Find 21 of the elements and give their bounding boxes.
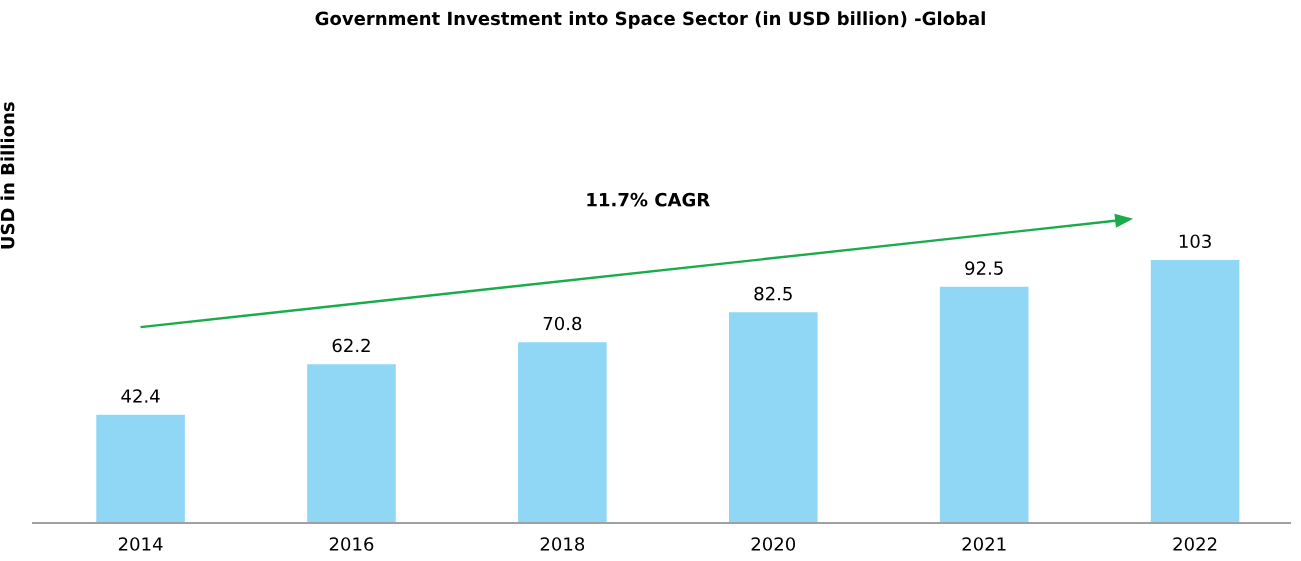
chart-title: Government Investment into Space Sector (in USD billion) -Global [315, 11, 985, 29]
data-label: 82.5 [754, 286, 792, 301]
y-axis-title: USD in Billions [0, 102, 15, 249]
data-label: 103 [1179, 234, 1211, 249]
bar [939, 286, 1029, 523]
bar [96, 414, 185, 523]
bar [518, 342, 607, 523]
bar [307, 364, 396, 523]
data-label: 62.2 [332, 338, 370, 353]
data-label: 70.8 [543, 316, 582, 331]
x-tick-label: 2014 [118, 537, 163, 551]
x-tick-label: 2021 [962, 537, 1006, 551]
text: 11.7% CAGR [587, 192, 710, 207]
x-tick-label: 2022 [1173, 537, 1217, 551]
x-tick-label: 2016 [329, 537, 374, 551]
data-label: 92.5 [965, 261, 1003, 275]
bar [728, 312, 818, 523]
data-label: 42.4 [121, 389, 160, 403]
x-tick-label: 2020 [751, 537, 796, 551]
bar [1150, 259, 1240, 523]
x-tick-label: 2018 [540, 537, 585, 551]
